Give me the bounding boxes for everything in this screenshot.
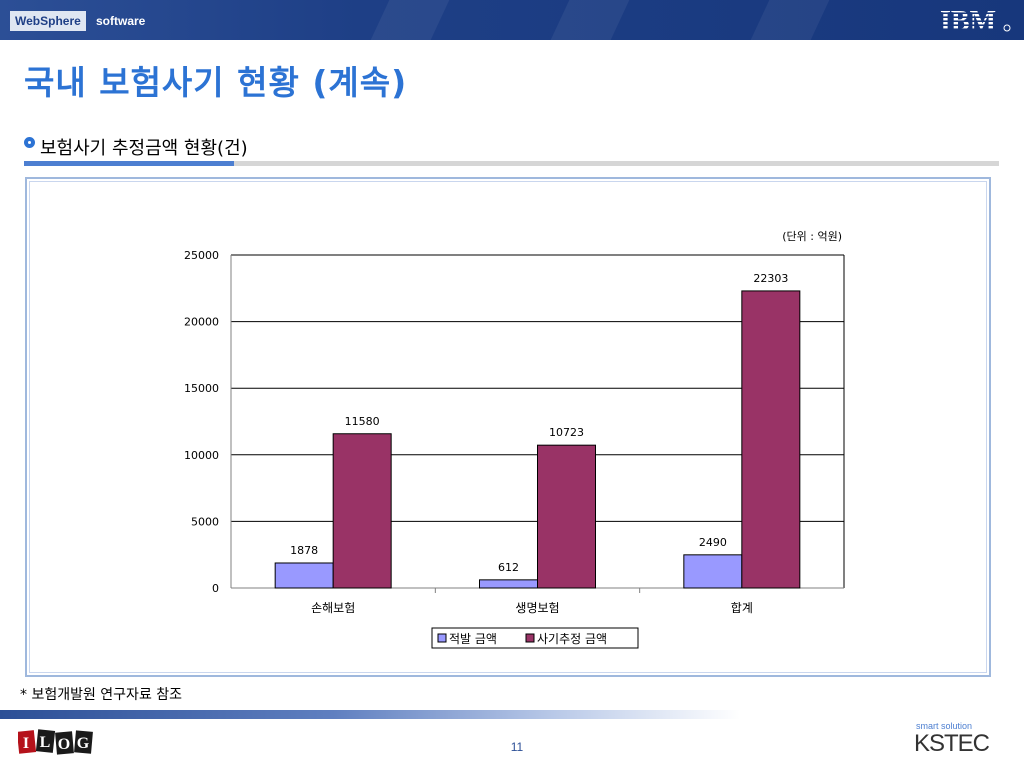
x-category-label: 생명보험 bbox=[515, 601, 559, 615]
ilog-letter-i: I bbox=[23, 735, 29, 752]
legend-box bbox=[431, 627, 639, 649]
data-label: 2490 bbox=[699, 536, 727, 549]
subtitle-divider-accent bbox=[24, 161, 234, 166]
data-label: 612 bbox=[498, 561, 519, 574]
data-label: 10723 bbox=[549, 426, 584, 439]
data-label: 22303 bbox=[753, 272, 788, 285]
section-subtitle: 보험사기 추정금액 현황(건) bbox=[40, 138, 248, 159]
page-title: 국내 보험사기 현황 (계속) bbox=[24, 63, 408, 102]
legend-label: 적발 금액 bbox=[449, 632, 497, 646]
bar bbox=[332, 433, 392, 589]
page-number: 11 bbox=[510, 740, 524, 754]
ilog-letter-l: L bbox=[40, 734, 51, 751]
bullet-icon bbox=[24, 137, 35, 148]
source-footnote: * 보험개발원 연구자료 참조 bbox=[20, 687, 183, 703]
bar bbox=[274, 562, 334, 589]
kstec-tagline: smart solution bbox=[916, 721, 973, 731]
y-tick-label: 10000 bbox=[184, 449, 219, 462]
footer-bar bbox=[0, 710, 740, 719]
chart-frame: 0 5000 10000 15000 20000 25000 1878 11580 손해보험 61… bbox=[25, 177, 991, 677]
bar-chart: 0 5000 10000 15000 20000 25000 1878 11580 손해보험 61… bbox=[184, 230, 845, 649]
y-tick-label: 5000 bbox=[191, 515, 219, 528]
legend-label: 사기추정 금액 bbox=[537, 632, 607, 646]
y-tick-label: 0 bbox=[212, 582, 219, 595]
legend-swatch bbox=[525, 633, 535, 643]
legend-swatch bbox=[437, 633, 447, 643]
kstec-logo-icon: KSTEC bbox=[914, 730, 990, 757]
bar bbox=[479, 579, 538, 589]
header-stripe bbox=[550, 0, 630, 40]
data-label: 1878 bbox=[290, 544, 318, 557]
data-label: 11580 bbox=[345, 415, 380, 428]
header-stripe bbox=[370, 0, 450, 40]
ilog-logo-icon: I L O G bbox=[18, 729, 93, 755]
ilog-letter-o: O bbox=[58, 736, 70, 753]
y-tick-label: 20000 bbox=[184, 316, 219, 329]
header-stripe bbox=[750, 0, 830, 40]
x-category-label: 합계 bbox=[731, 601, 753, 615]
ibm-logo-icon: IBM bbox=[940, 6, 1011, 34]
y-tick-label: 15000 bbox=[184, 382, 219, 395]
header-bar: WebSphere software IBM bbox=[0, 0, 1024, 40]
bar bbox=[741, 290, 801, 589]
x-category-label: 손해보험 bbox=[311, 601, 355, 615]
subtitle-divider bbox=[24, 161, 999, 166]
bar bbox=[683, 554, 743, 589]
websphere-brand-text: software bbox=[96, 14, 146, 28]
svg-text:IBM: IBM bbox=[940, 6, 996, 34]
ilog-letter-g: G bbox=[77, 735, 90, 752]
websphere-brand-box: WebSphere bbox=[10, 11, 86, 31]
unit-note: (단위 : 억원) bbox=[782, 230, 842, 243]
y-tick-label: 25000 bbox=[184, 249, 219, 262]
bar bbox=[537, 444, 596, 589]
